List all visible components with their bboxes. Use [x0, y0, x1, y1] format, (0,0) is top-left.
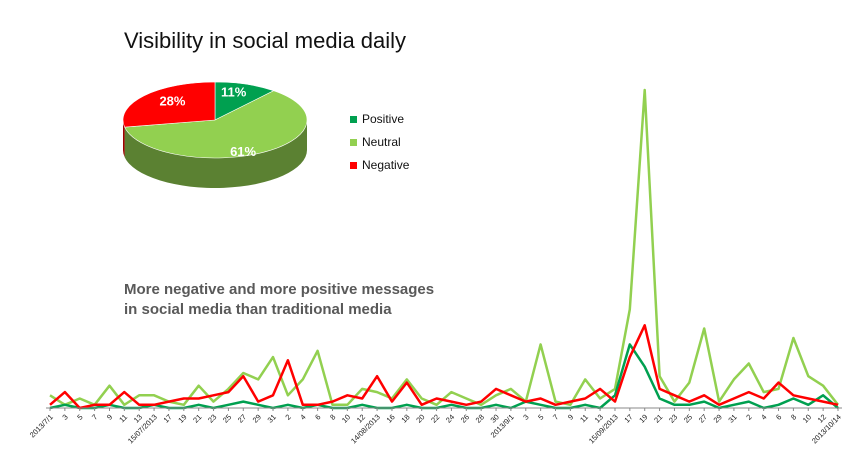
x-tick-label: 6	[774, 412, 783, 421]
x-tick-label: 17	[622, 412, 634, 424]
x-tick-label: 10	[340, 412, 352, 424]
x-tick-label: 5	[536, 412, 545, 421]
x-tick-label: 24	[444, 412, 456, 424]
x-tick-label: 21	[652, 412, 664, 424]
legend-swatch	[350, 116, 357, 123]
x-tick-label: 27	[236, 412, 248, 424]
legend-swatch	[350, 139, 357, 146]
pie-side	[123, 120, 125, 158]
x-tick-label: 3	[60, 412, 69, 421]
x-tick-label: 22	[429, 412, 441, 424]
x-tick-label: 31	[266, 412, 278, 424]
x-tick-label: 2	[744, 412, 753, 421]
x-tick-label: 27	[697, 412, 709, 424]
annotation: in social media than traditional media	[124, 301, 392, 318]
annotation: More negative and more positive messages	[124, 281, 434, 298]
x-tick-label: 26	[459, 412, 471, 424]
data-label: 61%	[230, 144, 256, 159]
x-tick-label: 4	[298, 412, 307, 421]
x-tick-label: 18	[399, 412, 411, 424]
x-tick-label: 23	[667, 412, 679, 424]
legend-swatch	[350, 162, 357, 169]
x-tick-label: 21	[191, 412, 203, 424]
line-series	[49, 88, 839, 407]
x-tick-label: 20	[414, 412, 426, 424]
x-tick-label: 10	[801, 412, 813, 424]
x-tick-label: 23	[206, 412, 218, 424]
x-tick-label: 28	[474, 412, 486, 424]
data-label: 28%	[159, 93, 185, 108]
x-tick-label: 19	[176, 412, 188, 424]
x-tick-label: 6	[313, 412, 322, 421]
pie-slice	[122, 81, 216, 128]
legend-label: Neutral	[362, 135, 401, 149]
x-tick-label: 11	[117, 412, 129, 424]
x-tick-label: 2013/7/1	[28, 412, 55, 439]
x-tick-label: 19	[637, 412, 649, 424]
x-tick-label: 29	[712, 412, 724, 424]
legend-label: Positive	[362, 112, 404, 126]
data-label: 11%	[221, 85, 247, 100]
x-tick-label: 11	[578, 412, 590, 424]
x-tick-label: 7	[90, 412, 99, 421]
legend-label: Negative	[362, 158, 410, 172]
x-tick-label: 25	[221, 412, 233, 424]
chart-title: Visibility in social media daily	[124, 28, 406, 53]
x-tick-label: 2	[283, 412, 292, 421]
line-series	[49, 324, 839, 410]
x-tick-label: 9	[566, 412, 575, 421]
x-tick-label: 25	[682, 412, 694, 424]
x-tick-label: 8	[328, 412, 337, 421]
x-tick-label: 9	[105, 412, 114, 421]
pie-side	[124, 120, 307, 189]
x-tick-label: 17	[161, 412, 173, 424]
x-tick-label: 3	[521, 412, 530, 421]
x-tick-label: 8	[789, 412, 798, 421]
pie-slice	[124, 90, 308, 159]
x-tick-label: 31	[726, 412, 738, 424]
x-tick-label: 16	[385, 412, 397, 424]
x-tick-label: 5	[75, 412, 84, 421]
x-tick-label: 4	[759, 412, 768, 421]
x-tick-label: 29	[251, 412, 263, 424]
x-tick-label: 7	[551, 412, 560, 421]
